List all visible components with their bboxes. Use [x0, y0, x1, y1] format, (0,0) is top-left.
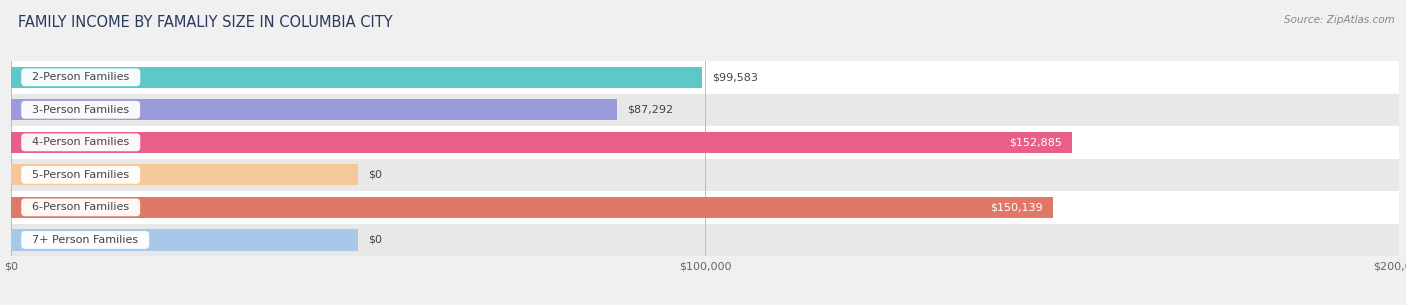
Bar [11, 197, 1053, 218]
Text: FAMILY INCOME BY FAMALIY SIZE IN COLUMBIA CITY: FAMILY INCOME BY FAMALIY SIZE IN COLUMBI… [18, 15, 392, 30]
Text: 5-Person Families: 5-Person Families [25, 170, 136, 180]
Bar [11, 126, 1399, 159]
Bar [11, 159, 1399, 191]
Text: $0: $0 [368, 235, 382, 245]
Text: 4-Person Families: 4-Person Families [25, 137, 136, 147]
Bar [11, 229, 359, 250]
Text: 2-Person Families: 2-Person Families [25, 72, 136, 82]
Text: 3-Person Families: 3-Person Families [25, 105, 136, 115]
Bar [11, 132, 1071, 153]
Text: $150,139: $150,139 [990, 203, 1043, 212]
Bar [11, 61, 1399, 94]
Text: Source: ZipAtlas.com: Source: ZipAtlas.com [1284, 15, 1395, 25]
Bar [11, 164, 359, 185]
Text: $87,292: $87,292 [627, 105, 673, 115]
Text: $99,583: $99,583 [713, 72, 758, 82]
Text: $152,885: $152,885 [1008, 137, 1062, 147]
Text: 6-Person Families: 6-Person Families [25, 203, 136, 212]
Bar [11, 94, 1399, 126]
Text: 7+ Person Families: 7+ Person Families [25, 235, 145, 245]
Bar [11, 99, 617, 120]
Bar [11, 191, 1399, 224]
Text: $0: $0 [368, 170, 382, 180]
Bar [11, 224, 1399, 256]
Bar [11, 67, 702, 88]
